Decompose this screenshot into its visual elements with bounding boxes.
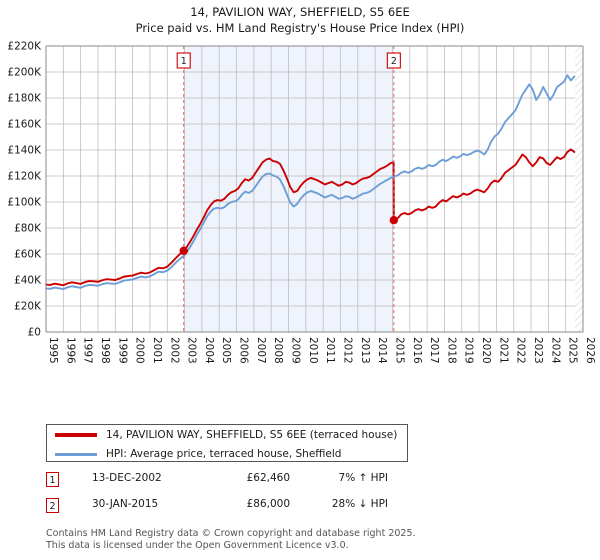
svg-text:£160K: £160K xyxy=(7,119,42,131)
svg-text:2003: 2003 xyxy=(186,337,198,364)
svg-text:2018: 2018 xyxy=(445,337,457,364)
svg-text:£120K: £120K xyxy=(7,171,42,183)
transaction-hpi-delta-1: 7% ↑ HPI xyxy=(338,472,388,484)
svg-text:£200K: £200K xyxy=(7,67,42,79)
copyright-footer: Contains HM Land Registry data © Crown c… xyxy=(46,528,586,551)
svg-text:1998: 1998 xyxy=(99,337,111,364)
chart-legend: 14, PAVILION WAY, SHEFFIELD, S5 6EE (ter… xyxy=(46,424,408,462)
svg-text:1999: 1999 xyxy=(116,337,128,364)
svg-text:2006: 2006 xyxy=(238,337,250,364)
svg-text:£40K: £40K xyxy=(14,275,42,287)
transaction-list: 1 13-DEC-2002 £62,460 7% ↑ HPI 2 30-JAN-… xyxy=(46,470,446,522)
series-line-property xyxy=(45,148,576,287)
svg-text:£140K: £140K xyxy=(7,145,42,157)
svg-text:1997: 1997 xyxy=(82,337,94,364)
svg-text:2012: 2012 xyxy=(341,337,353,364)
svg-text:2009: 2009 xyxy=(290,337,302,364)
svg-text:£220K: £220K xyxy=(7,41,42,53)
page-title: 14, PAVILION WAY, SHEFFIELD, S5 6EE xyxy=(190,5,410,19)
svg-text:2002: 2002 xyxy=(168,337,180,364)
svg-text:2004: 2004 xyxy=(203,337,215,364)
sale-index-box xyxy=(386,52,401,69)
y-axis-tick-labels: £0 £20K £40K £60K £80K £100K £120K £140K £160K £1… xyxy=(7,41,42,339)
transaction-marker-badge-1: 1 xyxy=(46,472,59,487)
series-line-hpi xyxy=(45,74,576,291)
svg-text:1995: 1995 xyxy=(47,337,59,364)
svg-text:2008: 2008 xyxy=(272,337,284,364)
price-history-line-chart: £0 £20K £40K £60K £80K £100K £120K £140K £160K £1… xyxy=(7,41,596,364)
legend-swatch-hpi-icon xyxy=(55,452,97,456)
svg-text:£0: £0 xyxy=(28,327,41,339)
x-axis-tick-labels: 1995 1996 1997 1998 1999 2000 2001 2002 2003 2004… xyxy=(47,337,596,364)
sale-point-marker xyxy=(389,216,399,225)
svg-text:£100K: £100K xyxy=(7,197,42,209)
legend-item-hpi: HPI: Average price, terraced house, Shef… xyxy=(47,445,407,463)
svg-text:2022: 2022 xyxy=(515,337,527,364)
chart-title-block: 14, PAVILION WAY, SHEFFIELD, S5 6EE Pric… xyxy=(0,4,600,36)
sale-index-label: 2 xyxy=(391,56,397,67)
svg-text:2013: 2013 xyxy=(359,337,371,364)
legend-label-hpi: HPI: Average price, terraced house, Shef… xyxy=(106,448,342,460)
transaction-marker-badge-2: 2 xyxy=(46,498,59,513)
transaction-price-1: £62,460 xyxy=(246,472,290,484)
legend-swatch-property-icon xyxy=(55,433,97,437)
future-hatch-region xyxy=(575,46,583,332)
svg-text:2011: 2011 xyxy=(324,337,336,364)
sale-index-box xyxy=(176,52,191,69)
svg-text:2019: 2019 xyxy=(463,337,475,364)
svg-text:2007: 2007 xyxy=(255,337,267,364)
svg-text:2010: 2010 xyxy=(307,337,319,364)
svg-text:2016: 2016 xyxy=(411,337,423,364)
footer-line-1: Contains HM Land Registry data © Crown c… xyxy=(46,528,416,539)
svg-text:2024: 2024 xyxy=(549,337,561,364)
axis-lines xyxy=(45,45,584,333)
legend-label-property: 14, PAVILION WAY, SHEFFIELD, S5 6EE (ter… xyxy=(106,429,398,441)
svg-text:1996: 1996 xyxy=(64,337,76,364)
svg-text:2005: 2005 xyxy=(220,337,232,364)
svg-text:£80K: £80K xyxy=(14,223,42,235)
chart-plot-area: £0 £20K £40K £60K £80K £100K £120K £140K £160K £1… xyxy=(0,40,600,370)
svg-text:£60K: £60K xyxy=(14,249,42,261)
sale-index-label: 1 xyxy=(181,56,187,67)
svg-text:2020: 2020 xyxy=(480,337,492,364)
svg-text:2025: 2025 xyxy=(567,337,579,364)
page-subtitle: Price paid vs. HM Land Registry's House … xyxy=(135,21,465,35)
svg-text:2026: 2026 xyxy=(584,337,596,364)
svg-text:2015: 2015 xyxy=(393,337,405,364)
svg-text:2023: 2023 xyxy=(532,337,544,364)
transaction-price-2: £86,000 xyxy=(246,498,290,510)
svg-text:2021: 2021 xyxy=(497,337,509,364)
legend-item-property: 14, PAVILION WAY, SHEFFIELD, S5 6EE (ter… xyxy=(47,426,407,444)
svg-text:2001: 2001 xyxy=(151,337,163,364)
sale-point-marker xyxy=(179,246,188,256)
svg-text:£20K: £20K xyxy=(14,301,42,313)
transaction-row-2: 2 30-JAN-2015 £86,000 28% ↓ HPI xyxy=(46,496,446,522)
transaction-date-2: 30-JAN-2015 xyxy=(92,498,159,510)
svg-text:2014: 2014 xyxy=(376,337,388,364)
transaction-hpi-delta-2: 28% ↓ HPI xyxy=(331,498,388,510)
svg-text:2017: 2017 xyxy=(428,337,440,364)
svg-text:2000: 2000 xyxy=(134,337,146,364)
data-series-lines xyxy=(45,74,576,291)
transaction-date-1: 13-DEC-2002 xyxy=(92,472,162,484)
footer-line-2: This data is licensed under the Open Gov… xyxy=(46,539,349,551)
svg-text:£180K: £180K xyxy=(7,93,42,105)
transaction-row-1: 1 13-DEC-2002 £62,460 7% ↑ HPI xyxy=(46,470,446,496)
